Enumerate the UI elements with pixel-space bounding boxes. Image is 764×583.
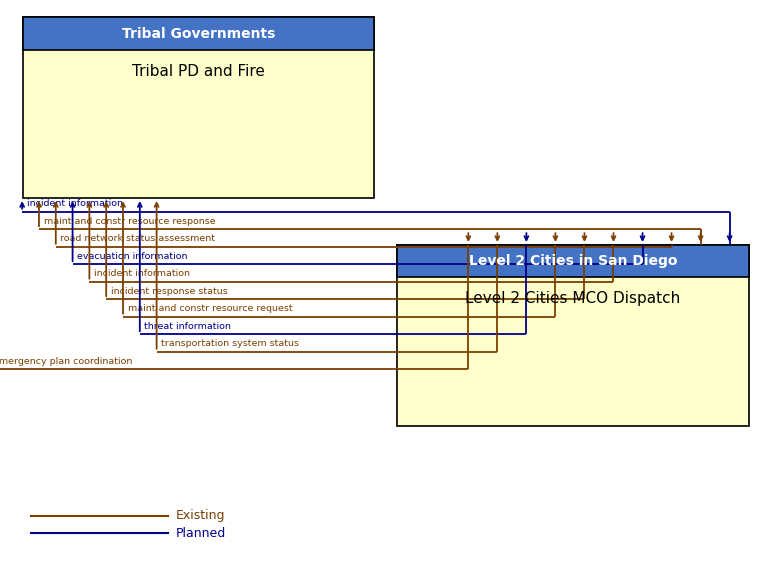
Text: emergency plan coordination: emergency plan coordination [0,357,132,366]
Text: incident response status: incident response status [111,287,228,296]
Text: transportation system status: transportation system status [161,339,299,348]
Text: incident information: incident information [27,199,123,208]
Text: Tribal PD and Fire: Tribal PD and Fire [132,64,265,79]
Text: Existing: Existing [176,510,225,522]
Text: maint and constr resource request: maint and constr resource request [128,304,292,313]
Text: Level 2 Cities MCO Dispatch: Level 2 Cities MCO Dispatch [465,292,681,307]
Text: Planned: Planned [176,527,226,540]
Text: road network status assessment: road network status assessment [60,234,215,243]
Text: Level 2 Cities in San Diego: Level 2 Cities in San Diego [469,254,677,268]
Bar [23,17,374,198]
Bar [23,17,374,50]
Text: Tribal Governments: Tribal Governments [122,26,275,41]
Text: evacuation information: evacuation information [77,252,188,261]
Text: maint and constr resource response: maint and constr resource response [44,217,215,226]
Bar [397,245,749,277]
Text: incident information: incident information [94,269,190,278]
Bar [397,245,749,426]
Text: threat information: threat information [144,322,231,331]
